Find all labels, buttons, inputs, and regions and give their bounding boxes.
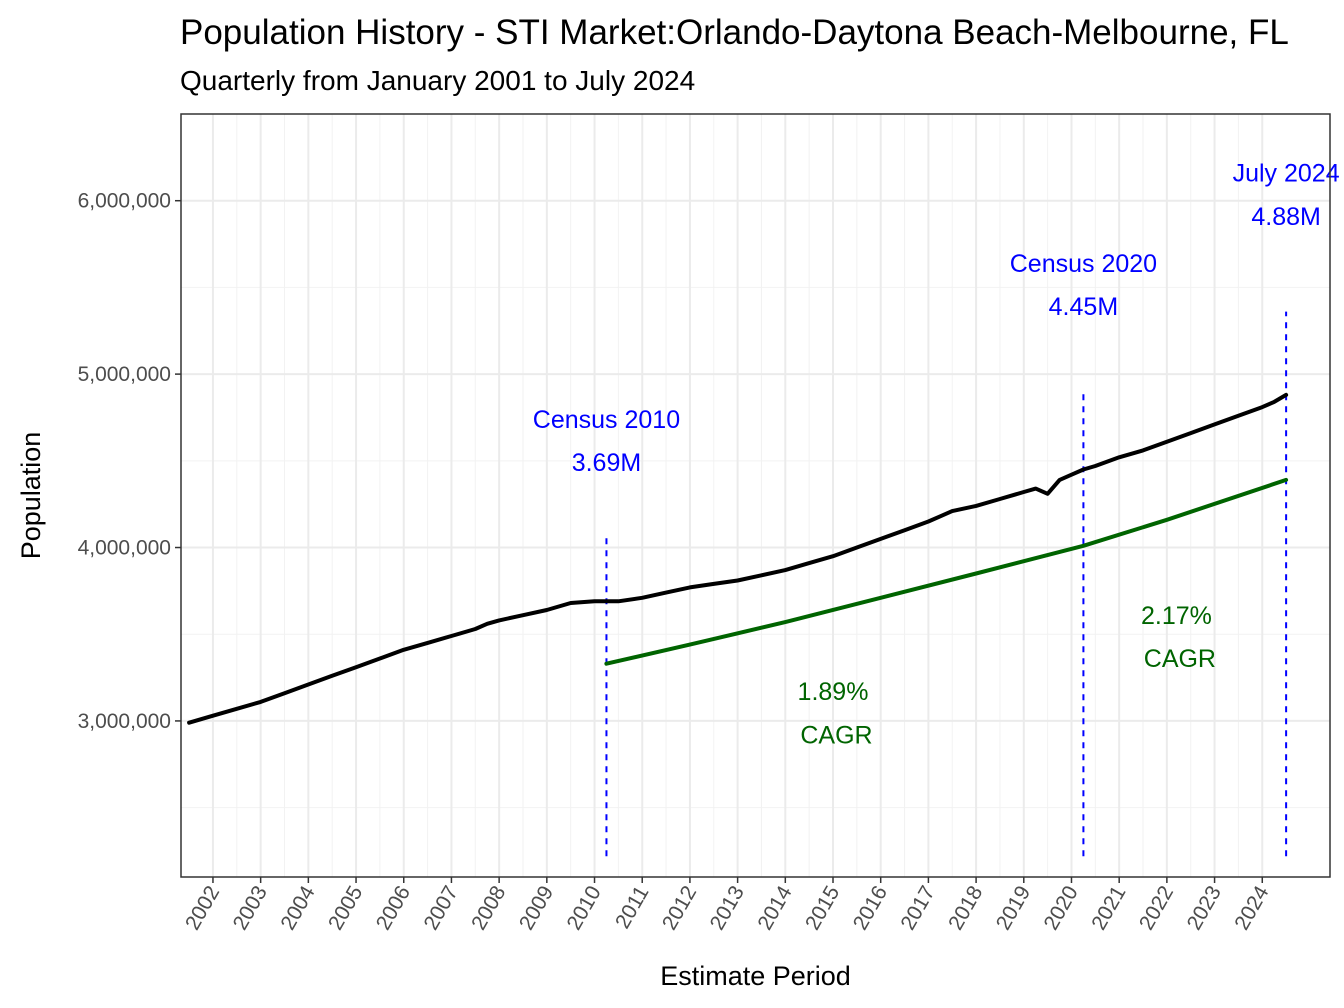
annotation-label: 1.89%: [798, 678, 869, 706]
y-tick-label: 3,000,000: [78, 710, 171, 733]
plot-panel: [181, 114, 1330, 877]
x-tick-label: 2011: [611, 882, 654, 933]
annotation-label: 4.45M: [1049, 293, 1118, 321]
x-tick-label: 2018: [944, 882, 987, 934]
x-tick-label: 2019: [992, 882, 1035, 934]
x-tick-label: 2009: [515, 882, 558, 934]
x-tick-label: 2023: [1183, 882, 1226, 934]
x-tick-label: 2012: [658, 882, 701, 934]
x-tick-label: 2015: [801, 882, 844, 934]
annotation-label: Census 2020: [1010, 250, 1157, 278]
y-axis: 3,000,000 4,000,000 5,000,000 6,000,000: [78, 190, 181, 733]
x-tick-label: 2010: [563, 882, 606, 934]
x-tick-label: 2017: [896, 882, 939, 934]
annotation-label: 4.88M: [1251, 203, 1320, 231]
x-tick-label: 2014: [753, 882, 796, 934]
x-tick-label: 2024: [1230, 882, 1273, 934]
annotation-label: 3.69M: [572, 449, 641, 477]
annotation-label: Census 2010: [533, 406, 680, 434]
series-line-population: [187, 392, 1289, 725]
y-tick-label: 5,000,000: [78, 363, 171, 386]
minor-gridlines: [181, 113, 1330, 877]
chart-subtitle: Quarterly from January 2001 to July 2024: [180, 65, 695, 96]
major-gridlines: [181, 114, 1330, 877]
annotation-label: CAGR: [793, 721, 872, 749]
x-tick-label: 2016: [849, 882, 892, 934]
x-tick-label: 2005: [324, 882, 367, 934]
x-tick-label: 2020: [1040, 882, 1083, 934]
annotation-label: July 2024: [1233, 160, 1340, 188]
x-tick-label: 2004: [276, 882, 319, 934]
x-axis-title: Estimate Period: [660, 961, 851, 991]
chart-title: Population History - STI Market:Orlando-…: [180, 13, 1289, 52]
x-tick-label: 2021: [1087, 882, 1130, 934]
annotation-label: 2.17%: [1141, 602, 1212, 630]
y-axis-title: Population: [16, 432, 46, 560]
annotation-label: CAGR: [1137, 645, 1216, 673]
y-tick-label: 4,000,000: [78, 537, 171, 560]
x-axis: 2002 2003 2004 2005 2006 2007 2008 2009 2010 2011…: [181, 877, 1274, 934]
chart-marks: Census 2010 3.69M Census 2020 4.45M July 202…: [187, 160, 1340, 857]
plot-border: [180, 113, 1331, 878]
x-tick-label: 2006: [372, 882, 415, 934]
x-tick-label: 2007: [419, 882, 462, 934]
x-tick-label: 2002: [181, 882, 224, 934]
x-tick-label: 2008: [467, 882, 510, 934]
y-tick-label: 6,000,000: [78, 190, 171, 213]
x-tick-label: 2022: [1135, 882, 1178, 934]
x-tick-label: 2013: [706, 882, 749, 934]
x-tick-label: 2003: [229, 882, 272, 934]
series-line-cagr-trend: [604, 477, 1289, 666]
